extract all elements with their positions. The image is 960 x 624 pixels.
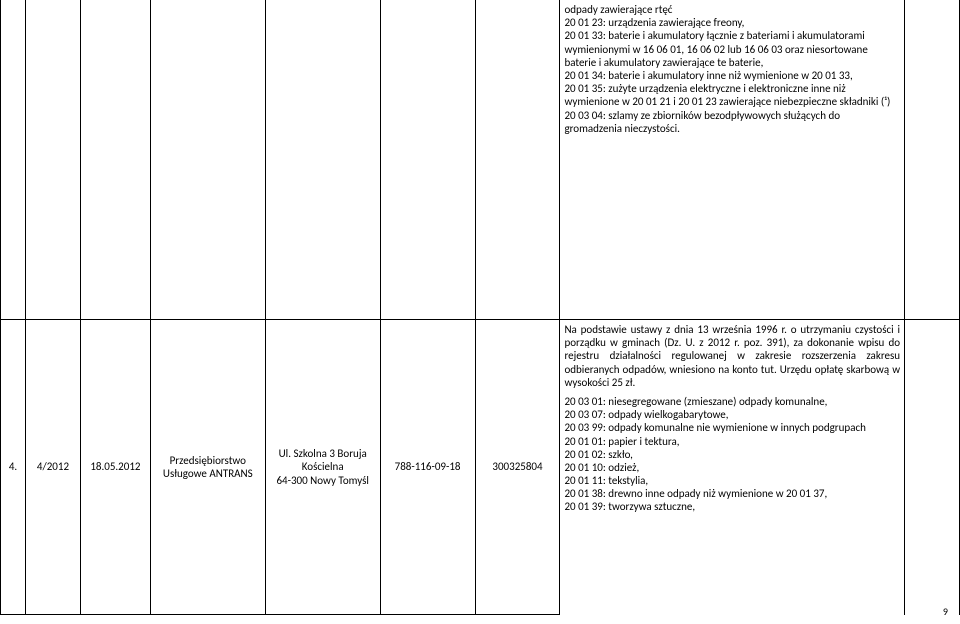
address-value: Ul. Szkolna 3 Boruja Kościelna 64-300 No… [270, 447, 376, 487]
cell-address [266, 0, 381, 320]
cell-company: Przedsiębiorstwo Usługowe ANTRANS [151, 320, 266, 615]
cell-date [81, 0, 151, 320]
cell-ref [26, 0, 81, 320]
cell-seq [1, 0, 26, 320]
document-table: odpady zawierające rtęć 20 01 23: urządz… [0, 0, 960, 615]
page-number: 9 [943, 605, 948, 618]
description-para1: Na podstawie ustawy z dnia 13 września 1… [564, 323, 900, 389]
cell-nip [381, 0, 476, 320]
date-value: 18.05.2012 [90, 460, 140, 473]
regon-value: 300325804 [492, 460, 542, 473]
cell-ref: 4/2012 [26, 320, 81, 615]
description-para2: 20 03 01: niesegregowane (zmieszane) odp… [564, 395, 900, 514]
cell-company [151, 0, 266, 320]
seq-value: 4. [9, 460, 17, 473]
ref-value: 4/2012 [37, 460, 69, 473]
cell-date: 18.05.2012 [81, 320, 151, 615]
description-block: Na podstawie ustawy z dnia 13 września 1… [564, 323, 900, 514]
cell-seq: 4. [1, 320, 26, 615]
description-text: odpady zawierające rtęć 20 01 23: urządz… [564, 3, 900, 135]
table-row: odpady zawierające rtęć 20 01 23: urządz… [1, 0, 960, 320]
cell-regon: 300325804 [476, 320, 561, 615]
company-value: Przedsiębiorstwo Usługowe ANTRANS [155, 454, 261, 480]
cell-description: Na podstawie ustawy z dnia 13 września 1… [560, 320, 905, 615]
cell-extra [905, 0, 960, 320]
cell-description: odpady zawierające rtęć 20 01 23: urządz… [560, 0, 905, 320]
cell-nip: 788-116-09-18 [381, 320, 476, 615]
table-row: 4. 4/2012 18.05.2012 Przedsiębiorstwo Us… [1, 320, 960, 615]
cell-regon [476, 0, 561, 320]
cell-extra [905, 320, 960, 615]
cell-address: Ul. Szkolna 3 Boruja Kościelna 64-300 No… [266, 320, 381, 615]
nip-value: 788-116-09-18 [395, 460, 461, 473]
